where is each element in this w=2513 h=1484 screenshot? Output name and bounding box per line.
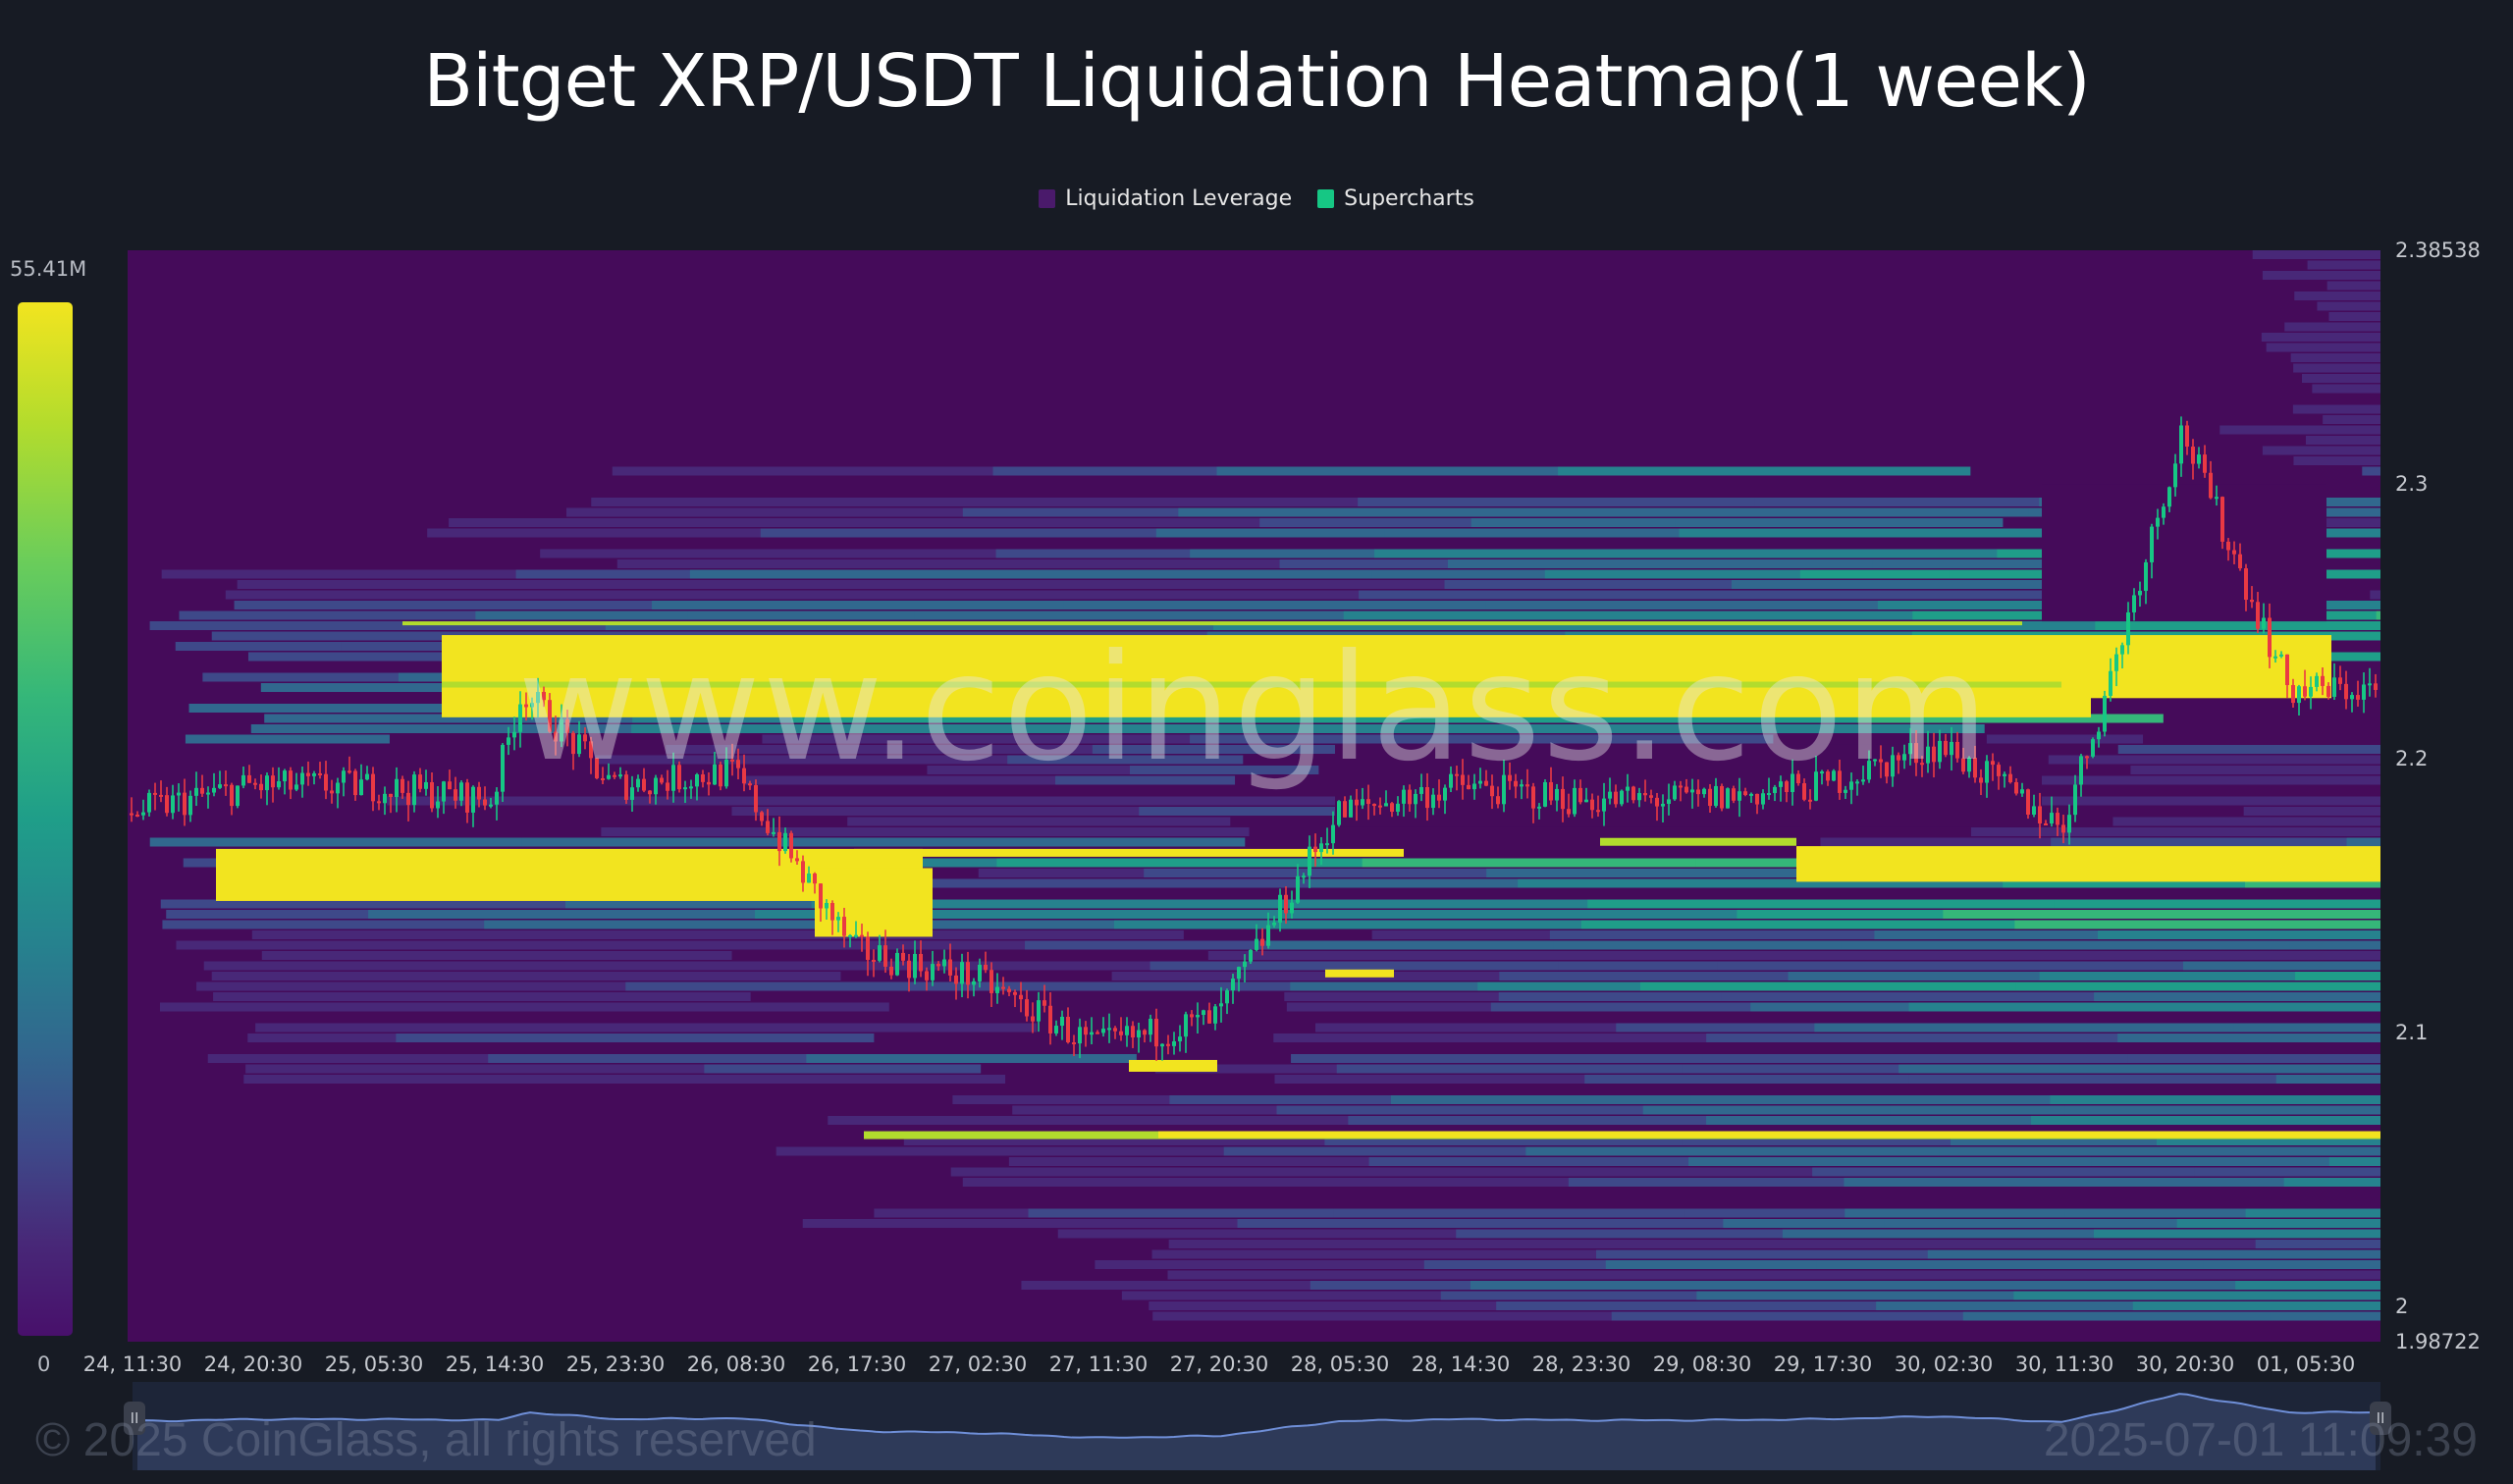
time-tick-label: 26, 17:30: [807, 1352, 907, 1376]
time-tick-label: 29, 17:30: [1773, 1352, 1873, 1376]
navigator-sparkline: [136, 1393, 2377, 1470]
price-tick-label: 2.2: [2395, 746, 2429, 770]
legend-label: Liquidation Leverage: [1065, 186, 1293, 211]
legend-label: Supercharts: [1344, 186, 1474, 211]
time-tick-label: 30, 11:30: [2014, 1352, 2114, 1376]
legend-swatch-icon: [1317, 189, 1335, 208]
price-tick-label: 2.38538: [2395, 238, 2481, 262]
time-tick-label: 26, 08:30: [686, 1352, 786, 1376]
chart-title: Bitget XRP/USDT Liquidation Heatmap(1 we…: [423, 39, 2090, 124]
time-range-navigator[interactable]: [133, 1382, 2380, 1470]
time-tick-label: 25, 14:30: [445, 1352, 545, 1376]
price-tick-label: 2.1: [2395, 1021, 2429, 1045]
colorbar-min-label: 0: [37, 1352, 51, 1376]
colorbar-max-label: 55.41M: [10, 257, 87, 281]
legend-item-liquidation-leverage[interactable]: Liquidation Leverage: [1039, 186, 1292, 211]
time-tick-label: 24, 20:30: [203, 1352, 303, 1376]
time-tick-label: 27, 02:30: [928, 1352, 1028, 1376]
time-tick-label: 25, 05:30: [324, 1352, 424, 1376]
price-tick-label: 1.98722: [2395, 1330, 2481, 1353]
timestamp-text: 2025-07-01 11:09:39: [2043, 1414, 2478, 1466]
time-tick-label: 27, 11:30: [1048, 1352, 1149, 1376]
time-axis: 24, 11:30 24, 20:30 25, 05:30 25, 14:30 25, …: [0, 1352, 2513, 1382]
navigator-right-handle-icon[interactable]: II: [2370, 1402, 2391, 1435]
price-tick-label: 2: [2395, 1295, 2409, 1319]
heatmap-canvas: [130, 250, 2380, 1321]
heatmap-plot-area[interactable]: www.coinglass.com: [128, 250, 2380, 1342]
time-tick-label: 28, 05:30: [1290, 1352, 1390, 1376]
time-tick-label: 01, 05:30: [2256, 1352, 2356, 1376]
time-tick-label: 28, 14:30: [1411, 1352, 1511, 1376]
time-tick-label: 24, 11:30: [82, 1352, 183, 1376]
legend-swatch-icon: [1039, 189, 1056, 208]
copyright-text: © 2025 CoinGlass, all rights reserved: [35, 1414, 817, 1466]
time-tick-label: 27, 20:30: [1169, 1352, 1269, 1376]
time-tick-label: 25, 23:30: [565, 1352, 666, 1376]
time-tick-label: 30, 02:30: [1894, 1352, 1994, 1376]
time-tick-label: 30, 20:30: [2135, 1352, 2235, 1376]
navigator-left-handle-icon[interactable]: II: [124, 1402, 145, 1435]
price-tick-label: 2.3: [2395, 472, 2429, 497]
colorbar[interactable]: [18, 302, 73, 1336]
time-tick-label: 29, 08:30: [1652, 1352, 1752, 1376]
chart-legend: Liquidation Leverage Supercharts: [0, 186, 2513, 211]
time-tick-label: 28, 23:30: [1531, 1352, 1631, 1376]
legend-item-supercharts[interactable]: Supercharts: [1317, 186, 1474, 211]
